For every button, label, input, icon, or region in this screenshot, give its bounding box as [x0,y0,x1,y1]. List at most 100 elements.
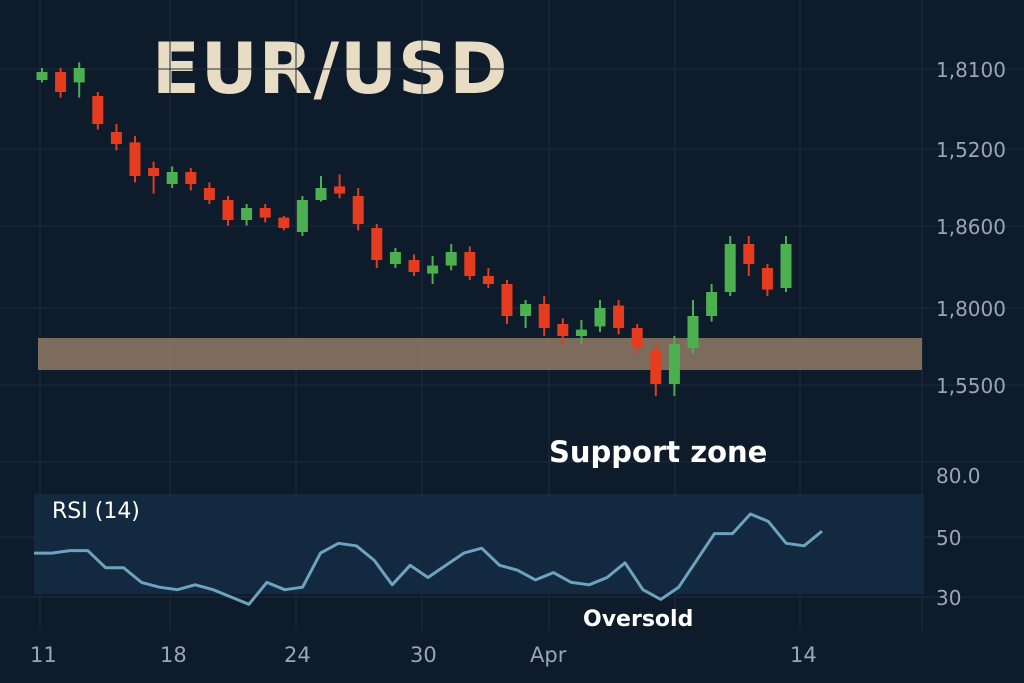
candle-body [92,96,104,124]
candle [110,124,122,151]
candle [241,204,253,226]
candle [389,248,401,268]
candle-body [520,304,532,316]
price-tick-label: 1,8600 [936,215,1006,239]
candle [594,300,606,332]
support-zone-label: Support zone [549,435,767,469]
candle [687,300,699,354]
candle [315,176,327,202]
candle [743,236,755,276]
candle [445,244,457,271]
candle-body [724,244,736,292]
rsi-line [34,512,823,606]
candle [55,68,67,98]
candle [73,62,85,98]
candle-body [631,328,643,348]
candle-body [55,72,67,92]
candle [482,268,494,288]
candle [631,324,643,354]
candle [148,161,160,194]
candle [761,264,773,296]
candle-body [371,228,383,260]
candle [278,216,290,231]
candle-body [613,305,625,328]
candle [259,204,271,223]
candle-body [203,188,215,200]
price-tick-label: 1,5500 [936,374,1006,398]
candle-body [222,200,234,220]
candle-body [780,244,792,288]
candle-body [389,252,401,264]
x-tick-label: Apr [530,643,567,667]
candle-body [110,132,122,144]
candle-body [761,268,773,290]
candle-body [185,172,197,184]
candle [501,280,513,324]
candle-body [148,168,160,176]
support-zone-band [38,338,922,370]
candle-body [352,196,364,224]
candle [557,318,569,344]
candle [668,336,680,396]
price-tick-label: 1,8100 [936,58,1006,82]
candle [334,174,346,199]
candle-body [575,329,587,336]
candle-body [73,68,85,83]
rsi-panel [34,494,924,594]
candle-body [557,324,569,336]
candle-body [259,208,271,218]
candle [780,236,792,292]
candle-body [464,252,476,276]
candle [464,246,476,280]
x-tick-label: 18 [160,643,187,667]
candle-body [241,208,253,220]
rsi-tick-label: 50 [936,526,961,550]
candle [427,256,439,284]
candle-body [166,172,178,184]
candle [613,300,625,335]
candle [296,196,308,236]
candle [222,196,234,226]
candle [185,168,197,191]
x-tick-label: 24 [284,643,311,667]
candle [650,344,662,396]
candle-body [315,188,327,200]
x-tick-label: 14 [790,643,817,667]
candle-body [334,186,346,194]
candle-body [501,284,513,316]
candle [724,236,736,296]
rsi-tick-label: 80.0 [936,464,981,488]
candle-body [445,252,457,266]
oversold-label: Oversold [583,607,693,632]
candle-body [129,142,141,176]
candle-body [408,260,420,272]
candle [706,284,718,322]
candle [92,92,104,130]
candle-body [706,292,718,316]
candle [129,136,141,183]
candle [36,68,48,83]
candle-body [278,217,290,228]
candle-body [650,350,662,384]
candle [166,166,178,188]
candle-body [668,344,680,384]
candle [352,188,364,231]
x-tick-label: 11 [30,643,57,667]
candle [575,320,587,344]
candle-body [482,276,494,284]
x-tick-label: 30 [410,643,437,667]
rsi-label: RSI (14) [52,499,140,524]
candle [520,300,532,328]
candle-body [538,304,550,328]
rsi-tick-label: 30 [936,586,961,610]
candle-body [36,72,48,80]
candle-body [594,308,606,327]
candles [36,62,792,396]
candle [538,296,550,336]
price-tick-label: 1,5200 [936,138,1006,162]
candle-body [743,244,755,264]
candle [408,254,420,276]
candle-body [687,316,699,348]
